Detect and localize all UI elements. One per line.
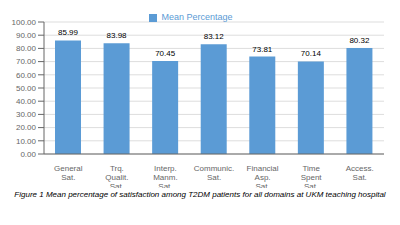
- svg-text:83.98: 83.98: [107, 31, 128, 40]
- svg-text:73.81: 73.81: [252, 45, 273, 54]
- svg-text:100.00: 100.00: [12, 18, 37, 27]
- svg-text:60.00: 60.00: [16, 71, 37, 80]
- svg-text:10.00: 10.00: [16, 137, 37, 146]
- svg-text:Communic.Sat.: Communic.Sat.: [194, 164, 234, 182]
- html-text:Figure 1 Mean percentage of sa: Figure 1 Mean percentage of satisfaction…: [14, 190, 386, 199]
- svg-text:70.14: 70.14: [301, 49, 322, 58]
- svg-text:50.00: 50.00: [16, 84, 37, 93]
- html-text:Mean Percentage: Mean Percentage: [161, 12, 233, 22]
- svg-text:80.32: 80.32: [349, 36, 370, 45]
- svg-text:85.99: 85.99: [58, 28, 79, 37]
- svg-text:90.00: 90.00: [16, 31, 37, 40]
- svg-text:Interp.Manm.Sat.: Interp.Manm.Sat.: [153, 164, 177, 188]
- svg-text:Trq.Qualit.Sat.: Trq.Qualit.Sat.: [105, 164, 128, 188]
- svg-text:Access.Sat.: Access.Sat.: [346, 164, 374, 182]
- svg-text:30.00: 30.00: [16, 110, 37, 119]
- svg-text:40.00: 40.00: [16, 97, 37, 106]
- svg-text:GeneralSat.: GeneralSat.: [54, 164, 83, 182]
- svg-text:70.45: 70.45: [155, 49, 176, 58]
- svg-text:83.12: 83.12: [204, 32, 225, 41]
- svg-text:20.00: 20.00: [16, 123, 37, 132]
- svg-text:TimeSpentSat.: TimeSpentSat.: [301, 164, 323, 188]
- svg-text:FinancialAsp.Sat.: FinancialAsp.Sat.: [247, 164, 279, 188]
- svg-text:70.00: 70.00: [16, 57, 37, 66]
- svg-text:0.00: 0.00: [20, 150, 36, 159]
- svg-text:80.00: 80.00: [16, 44, 37, 53]
